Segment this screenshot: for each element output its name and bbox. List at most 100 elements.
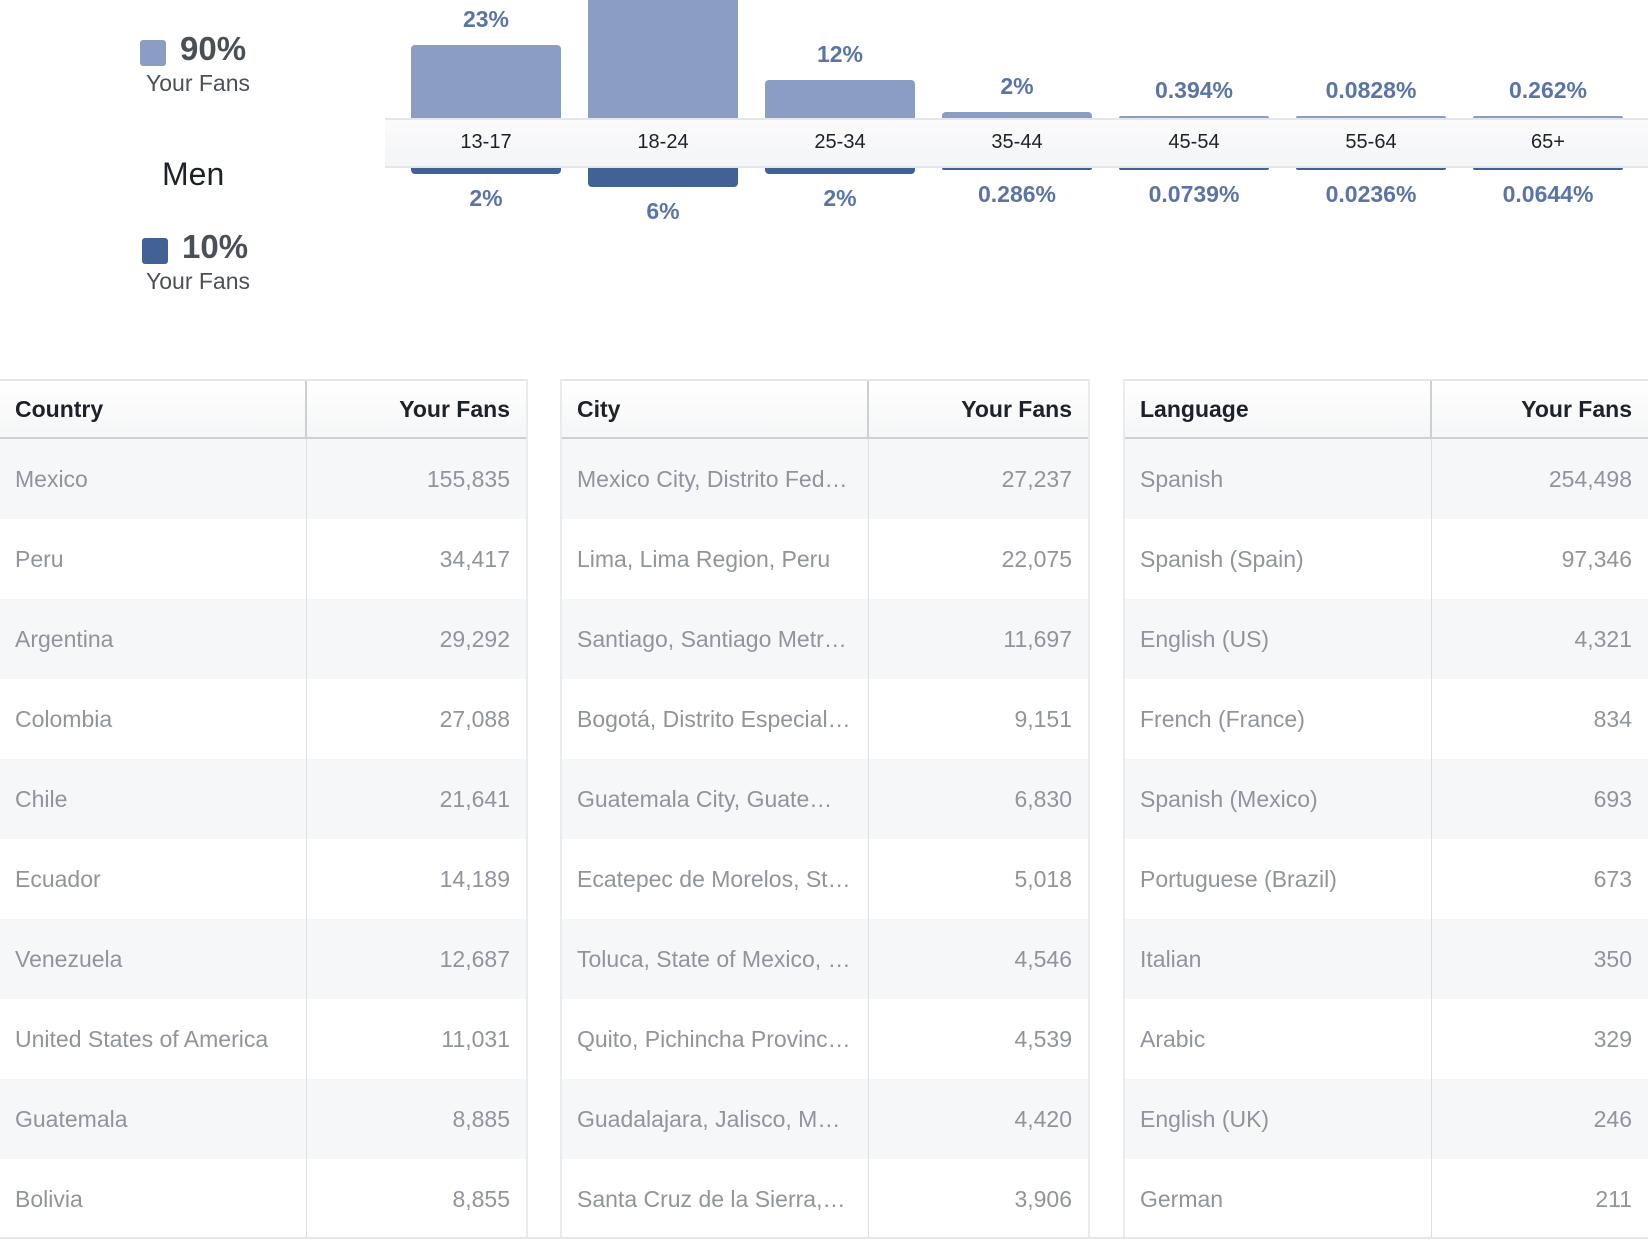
table-row: Lima, Lima Region, Peru 22,075 [562,519,1088,599]
language-table: Language Your Fans Spanish 254,498 Spanish (… [1125,379,1648,1239]
table-row: Ecatepec de Morelos, St… 5,018 [562,839,1088,919]
women-bar-25-34[interactable] [765,79,915,118]
your-fans-column-header[interactable]: Your Fans [399,395,510,422]
language-name: German [1125,1159,1432,1239]
fan-count: 350 [1593,945,1632,972]
table-separator [526,379,528,1239]
men-bar-45-54[interactable] [1119,168,1269,170]
your-fans-column-header[interactable]: Your Fans [1521,395,1632,422]
fan-count: 834 [1593,705,1632,732]
women-label: Your Fans [146,70,250,96]
city-name: Ecatepec de Morelos, St… [562,839,869,919]
table-row: Mexico 155,835 [0,439,526,519]
men-percent: 10% [182,228,249,265]
table-separator [560,379,562,1239]
table-row: Guatemala City, Guate… 6,830 [562,759,1088,839]
table-row: Bogotá, Distrito Especial… 9,151 [562,679,1088,759]
language-name: Portuguese (Brazil) [1125,839,1432,919]
fan-count: 8,885 [452,1105,510,1132]
fan-count: 4,321 [1574,625,1632,652]
fan-count: 246 [1593,1105,1632,1132]
language-name: Spanish (Spain) [1125,519,1432,599]
country-name: Mexico [0,439,307,519]
country-column-header[interactable]: Country [0,381,307,437]
men-bar-55-64[interactable] [1296,168,1446,170]
table-body: Spanish 254,498 Spanish (Spain) 97,346 Engli… [1125,439,1648,1239]
table-row: Bolivia 8,855 [0,1159,526,1239]
country-name: Ecuador [0,839,307,919]
table-row: Argentina 29,292 [0,599,526,679]
women-bar-65+[interactable] [1473,116,1623,118]
city-name: Santa Cruz de la Sierra,… [562,1159,869,1239]
age-gender-chart: 13-17 23% 2% 18-24 6% 25-34 12% 2% 35-44 2% 0.286%… [385,0,1648,260]
fan-count: 3,906 [1014,1185,1072,1212]
fan-count: 673 [1593,865,1632,892]
men-bar-13-17[interactable] [411,168,561,175]
fan-count: 155,835 [426,465,510,492]
table-row: Peru 34,417 [0,519,526,599]
fan-count: 14,189 [439,865,510,892]
men-value-13-17: 2% [469,185,503,212]
fan-count: 6,830 [1014,785,1072,812]
table-row: French (France) 834 [1125,679,1648,759]
country-name: United States of America [0,999,307,1079]
table-row: Arabic 329 [1125,999,1648,1079]
table-row: Quito, Pichincha Provinc… 4,539 [562,999,1088,1079]
table-row: Guadalajara, Jalisco, M… 4,420 [562,1079,1088,1159]
men-bar-25-34[interactable] [765,168,915,175]
language-name: French (France) [1125,679,1432,759]
city-name: Guadalajara, Jalisco, M… [562,1079,869,1159]
country-name: Colombia [0,679,307,759]
language-name: Arabic [1125,999,1432,1079]
fan-count: 22,075 [1001,545,1072,572]
men-value-65+: 0.0644% [1502,181,1594,207]
table-header: City Your Fans [562,381,1088,439]
country-name: Chile [0,759,307,839]
men-bar-35-44[interactable] [942,168,1092,170]
women-bar-35-44[interactable] [942,111,1092,118]
women-bar-18-24[interactable] [588,0,738,118]
women-bar-55-64[interactable] [1296,116,1446,118]
women-value-13-17: 23% [462,6,510,32]
table-row: Spanish (Spain) 97,346 [1125,519,1648,599]
city-name: Quito, Pichincha Provinc… [562,999,869,1079]
men-value-25-34: 2% [823,185,857,212]
women-bar-45-54[interactable] [1119,116,1269,118]
table-separator [1123,379,1125,1239]
table-row: German 211 [1125,1159,1648,1239]
age-label-35-44: 35-44 [991,131,1043,153]
table-row: Santa Cruz de la Sierra,… 3,906 [562,1159,1088,1239]
men-value-18-24: 6% [646,198,680,225]
men-bar-65+[interactable] [1473,168,1623,170]
age-label-45-54: 45-54 [1168,131,1220,153]
table-row: Venezuela 12,687 [0,919,526,999]
country-name: Guatemala [0,1079,307,1159]
fan-count: 211 [1595,1185,1632,1212]
fan-count: 4,546 [1014,945,1072,972]
women-bar-13-17[interactable] [411,45,561,118]
table-body: Mexico City, Distrito Fed… 27,237 Lima, Li… [562,439,1088,1239]
men-value-35-44: 0.286% [977,181,1056,207]
language-name: Spanish (Mexico) [1125,759,1432,839]
age-label-13-17: 13-17 [460,131,512,153]
age-axis-band [385,118,1648,168]
language-name: English (US) [1125,599,1432,679]
table-row: English (UK) 246 [1125,1079,1648,1159]
men-swatch [142,238,168,264]
fan-count: 97,346 [1561,545,1632,572]
fan-count: 5,018 [1014,865,1072,892]
women-value-45-54: 0.394% [1154,77,1233,103]
women-value-55-64: 0.0828% [1325,77,1417,103]
your-fans-column-header[interactable]: Your Fans [961,395,1072,422]
city-column-header[interactable]: City [562,381,869,437]
language-column-header[interactable]: Language [1125,381,1432,437]
women-value-35-44: 2% [1000,72,1034,99]
country-name: Argentina [0,599,307,679]
country-name: Bolivia [0,1159,307,1239]
men-bar-18-24[interactable] [588,168,738,188]
table-row: English (US) 4,321 [1125,599,1648,679]
fan-count: 29,292 [439,625,510,652]
men-value-45-54: 0.0739% [1148,181,1240,207]
fan-count: 4,420 [1014,1105,1072,1132]
legend-men: 10% Your Fans [130,228,280,298]
